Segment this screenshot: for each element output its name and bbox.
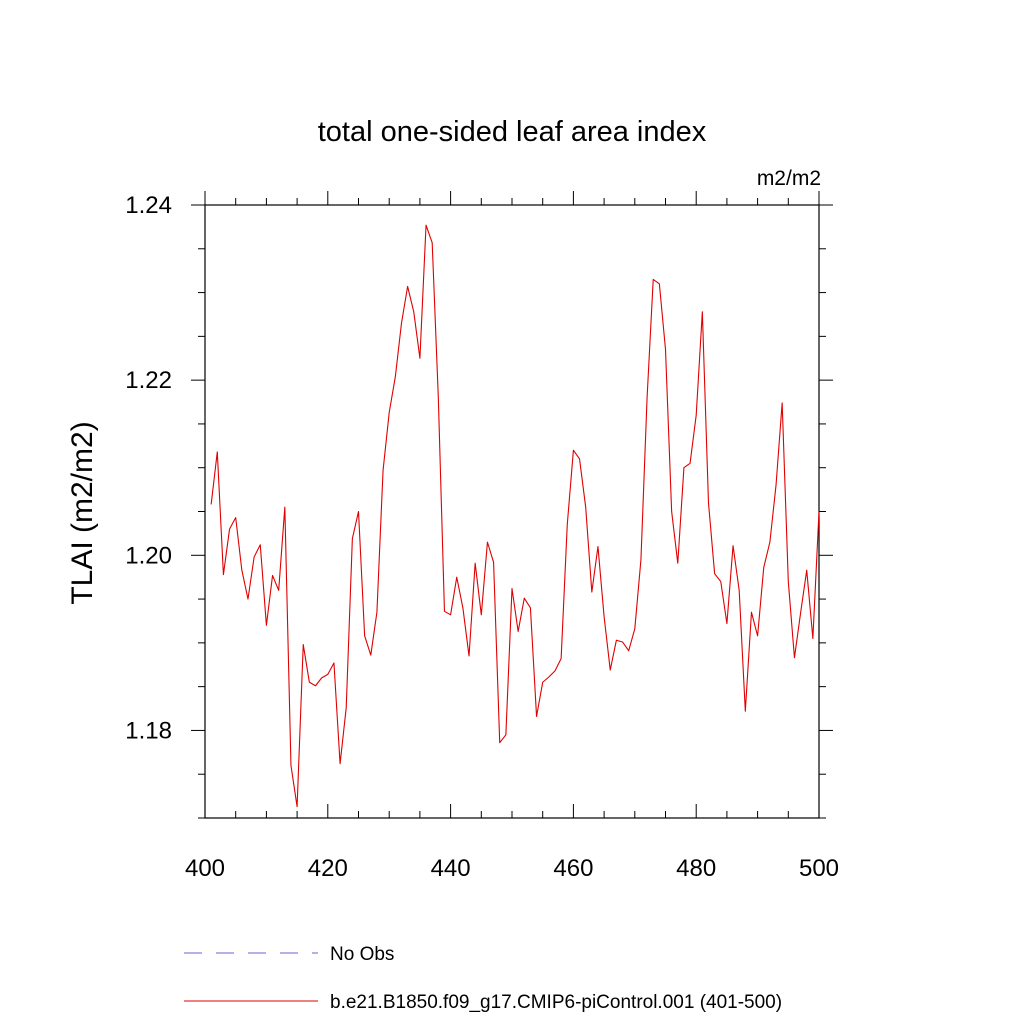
chart-title: total one-sided leaf area index bbox=[318, 116, 707, 148]
legend-label-model-run: b.e21.B1850.f09_g17.CMIP6-piControl.001 … bbox=[330, 992, 782, 1013]
legend: No Obs b.e21.B1850.f09_g17.CMIP6-piContr… bbox=[184, 944, 782, 1013]
y-tick-label: 1.20 bbox=[125, 542, 172, 569]
x-tick-label: 460 bbox=[553, 855, 593, 882]
units-label: m2/m2 bbox=[757, 167, 821, 190]
x-tick-label: 400 bbox=[185, 855, 225, 882]
legend-label-no-obs: No Obs bbox=[330, 944, 394, 965]
x-tick-label: 500 bbox=[799, 855, 839, 882]
x-tick-label: 420 bbox=[308, 855, 348, 882]
series-layer bbox=[210, 224, 820, 808]
y-axis-label: TLAI (m2/m2) bbox=[66, 421, 99, 604]
axis-ticks bbox=[191, 191, 833, 819]
y-tick-label: 1.24 bbox=[125, 192, 172, 219]
x-tick-label: 440 bbox=[431, 855, 471, 882]
plot-frame bbox=[204, 204, 820, 819]
x-tick-label: 480 bbox=[676, 855, 716, 882]
y-tick-label: 1.18 bbox=[125, 717, 172, 744]
series-line-model-run bbox=[210, 224, 820, 808]
y-tick-label: 1.22 bbox=[125, 367, 172, 394]
axis-tick-labels: 400 420 440 460 480 500 1.18 1.20 1.22 1.24 bbox=[125, 192, 839, 882]
